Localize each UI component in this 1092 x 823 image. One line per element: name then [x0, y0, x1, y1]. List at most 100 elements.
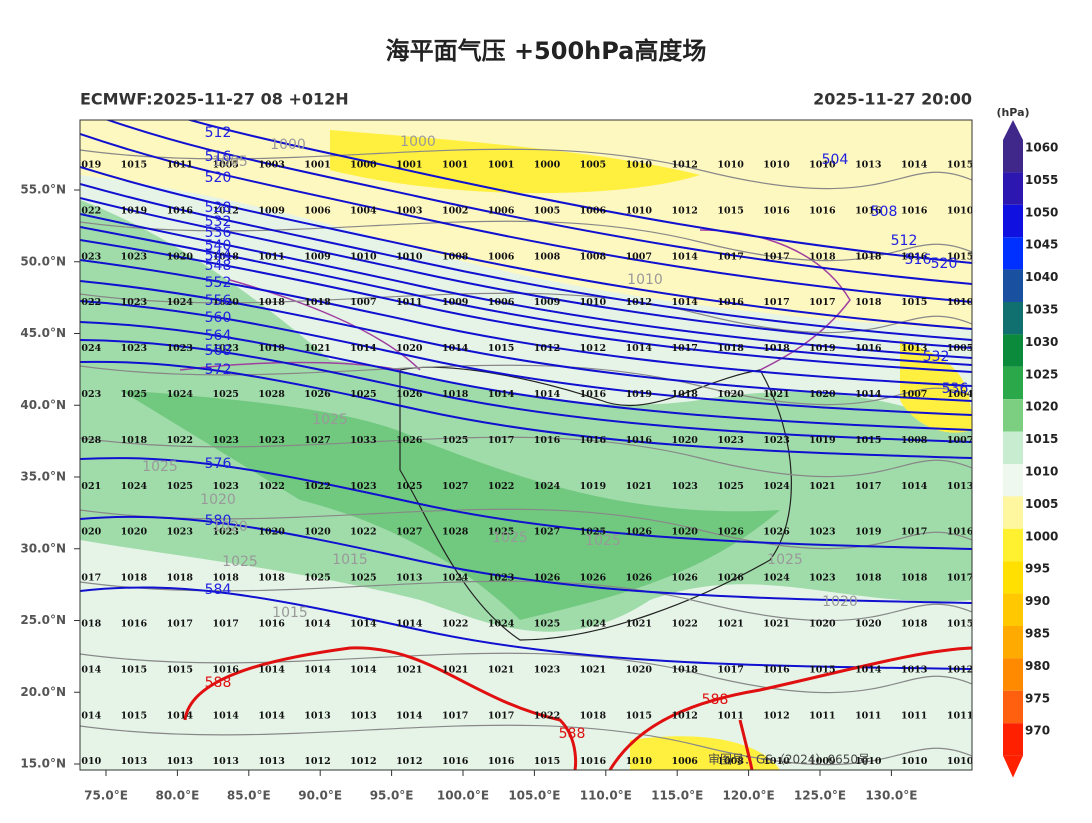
- colorbar-label: 1020: [1025, 400, 1058, 414]
- pressure-label: 1020: [200, 492, 236, 508]
- height-label: 508: [871, 204, 898, 220]
- station-value: 1023: [212, 343, 238, 354]
- pressure-label: 1025: [222, 554, 258, 570]
- model-run: ECMWF:2025-11-27 08 +012H: [80, 90, 349, 109]
- station-value: 1022: [442, 619, 468, 630]
- station-value: 1021: [442, 664, 468, 675]
- station-value: 1019: [809, 435, 836, 446]
- station-value: 1010: [396, 251, 423, 262]
- lat-label: 50.0°N: [20, 254, 66, 268]
- lon-label: 80.0°E: [155, 789, 199, 803]
- station-value: 1020: [626, 664, 653, 675]
- station-value: 1002: [442, 205, 468, 216]
- station-value: 1028: [75, 435, 102, 446]
- height-label: 572: [205, 362, 232, 378]
- lat-label: 55.0°N: [20, 183, 66, 197]
- station-value: 1018: [855, 573, 882, 584]
- colorbar-label: 980: [1025, 659, 1050, 673]
- station-value: 1033: [350, 435, 376, 446]
- station-value: 1023: [212, 435, 238, 446]
- station-value: 1001: [442, 160, 468, 171]
- station-value: 1015: [121, 710, 147, 721]
- station-value: 1017: [763, 297, 789, 308]
- colorbar-box: [1003, 593, 1023, 626]
- station-value: 1012: [396, 756, 422, 767]
- height-contour: [80, 197, 972, 349]
- station-value: 1016: [763, 205, 790, 216]
- station-value: 1020: [304, 527, 331, 538]
- lon-label: 95.0°E: [370, 789, 414, 803]
- station-value: 1020: [396, 343, 423, 354]
- station-value: 1025: [717, 481, 743, 492]
- height-contour: [80, 457, 972, 550]
- station-value: 1004: [947, 389, 974, 400]
- station-value: 1010: [763, 756, 790, 767]
- station-value: 1008: [534, 251, 561, 262]
- station-value: 1018: [855, 297, 882, 308]
- station-value: 1016: [717, 297, 744, 308]
- station-value: 1019: [855, 527, 882, 538]
- station-value: 1003: [258, 160, 284, 171]
- pressure-label: 1025: [767, 552, 803, 568]
- station-value: 1022: [258, 481, 284, 492]
- height-label: 540: [205, 238, 232, 254]
- station-value: 1005: [947, 343, 973, 354]
- station-value: 1026: [763, 527, 790, 538]
- east-low: [900, 340, 972, 433]
- station-value: 1015: [947, 619, 973, 630]
- colorbar-box: [1003, 690, 1023, 724]
- station-value: 1014: [258, 710, 285, 721]
- lon-label: 130.0°E: [865, 789, 917, 803]
- colorbar-label: 985: [1025, 627, 1050, 641]
- station-value: 1011: [167, 160, 193, 171]
- station-value: 1015: [855, 435, 881, 446]
- station-value: 1025: [350, 389, 376, 400]
- colorbar-unit: (hPa): [996, 106, 1029, 119]
- station-value: 1016: [534, 435, 561, 446]
- colorbar-box: [1003, 334, 1023, 367]
- pressure-label: 1005: [212, 154, 248, 170]
- station-value: 1025: [350, 573, 376, 584]
- station-value: 1021: [626, 481, 652, 492]
- station-value: 1012: [350, 756, 376, 767]
- station-value: 1022: [304, 481, 330, 492]
- lat-label: 35.0°N: [20, 470, 66, 484]
- pressure-label: 1015: [272, 605, 308, 621]
- station-value: 1016: [763, 664, 790, 675]
- colorbar-label: 1000: [1025, 529, 1058, 543]
- colorbar-label: 1055: [1025, 173, 1058, 187]
- province-borders: [399, 366, 792, 641]
- station-value: 1024: [534, 481, 561, 492]
- station-value: 1010: [855, 756, 882, 767]
- station-value: 1008: [901, 435, 928, 446]
- height-contour: [80, 586, 972, 670]
- station-value: 1024: [580, 619, 607, 630]
- colorbar-box: [1003, 204, 1023, 238]
- station-value: 1025: [304, 573, 330, 584]
- station-value: 1022: [488, 481, 514, 492]
- station-value: 1021: [488, 664, 514, 675]
- station-value: 1014: [901, 481, 928, 492]
- ridge-label: 588: [702, 692, 729, 708]
- station-value: 1019: [809, 343, 836, 354]
- lon-label: 120.0°E: [723, 789, 775, 803]
- station-value: 1023: [75, 389, 101, 400]
- lat-label: 20.0°N: [20, 685, 66, 699]
- station-value: 1009: [534, 297, 561, 308]
- station-value: 1011: [809, 710, 835, 721]
- station-value: 1014: [304, 664, 331, 675]
- station-value: 1025: [534, 619, 560, 630]
- map-area: 1019 1015 1011 1005 1003 1001 1000 1001 1001 1001…: [75, 120, 974, 770]
- height-contour: [105, 120, 972, 285]
- ridge-label: 588: [559, 726, 586, 742]
- station-value: 1010: [947, 205, 974, 216]
- lon-label: 75.0°E: [84, 789, 128, 803]
- colorbar-label: 1040: [1025, 270, 1058, 284]
- low-core: [330, 130, 700, 194]
- height-label: 580: [205, 513, 232, 529]
- station-value: 1017: [75, 573, 101, 584]
- station-value: 1018: [212, 251, 239, 262]
- height-label: 576: [205, 456, 232, 472]
- station-value: 1016: [212, 664, 239, 675]
